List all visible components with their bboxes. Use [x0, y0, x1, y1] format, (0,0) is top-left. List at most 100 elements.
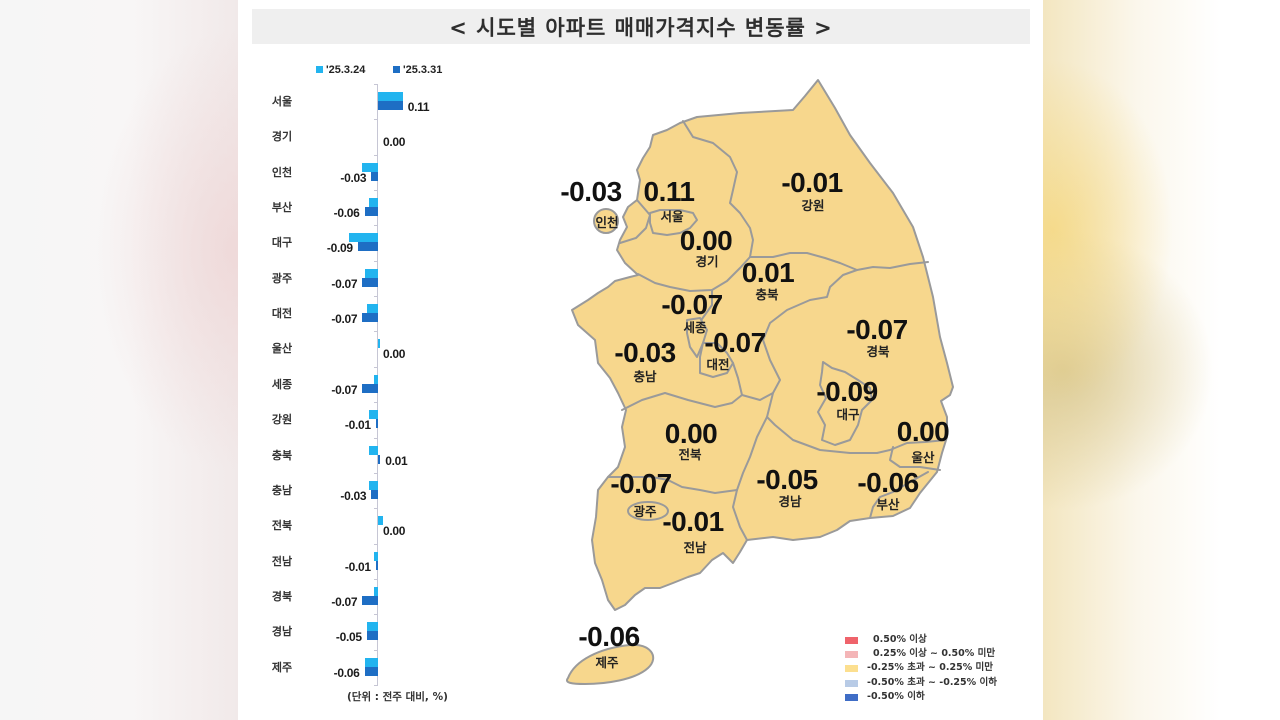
map-name-daegu: 대구	[836, 406, 860, 422]
border-jeonbuk-jeonnam	[607, 476, 738, 494]
bar-prev-week	[369, 481, 378, 490]
axis-tick	[374, 685, 377, 686]
bar-prev-week	[378, 92, 403, 101]
map-name-daejeon: 대전	[706, 356, 730, 372]
map-value-gyeongbuk: -0.07	[846, 314, 908, 345]
category-label: 충남	[271, 484, 293, 497]
legend-swatch-this-week	[393, 66, 400, 73]
bar-this-week	[364, 667, 378, 676]
map-daejeon	[699, 342, 734, 378]
map-gwangju	[627, 501, 669, 521]
map-value-sejong: -0.07	[661, 289, 723, 320]
axis-tick	[374, 119, 377, 120]
map-name-gwangju: 광주	[633, 503, 657, 519]
border-gyeongbuk-gyeongnam	[766, 416, 947, 454]
axis-tick	[374, 367, 377, 368]
bar-prev-week	[373, 375, 378, 384]
map-value-chungnam: -0.03	[614, 337, 676, 368]
bar-prev-week	[369, 410, 378, 419]
category-label: 경북	[271, 590, 293, 603]
category-label: 부산	[271, 201, 293, 214]
map-value-jeonnam: -0.01	[662, 506, 724, 537]
axis-tick	[374, 438, 377, 439]
border-gyeonggi-south	[637, 256, 751, 292]
axis-tick	[374, 225, 377, 226]
map-value-jeju: -0.06	[578, 621, 640, 652]
map-name-ulsan: 울산	[911, 449, 935, 465]
category-label: 광주	[271, 272, 293, 285]
bar-prev-week	[373, 587, 378, 596]
bar-value-label: -0.06	[333, 206, 360, 220]
bar-prev-week	[348, 233, 378, 242]
category-label: 인천	[271, 166, 293, 179]
category-label: 대전	[271, 307, 293, 320]
bar-prev-week	[369, 446, 378, 455]
border-gyeonggi-gangwon	[682, 120, 754, 258]
map-name-busan: 부산	[876, 496, 900, 512]
category-label: 세종	[271, 378, 293, 391]
map-value-gyeongnam: -0.05	[756, 464, 818, 495]
map-legend-label-3: -0.50% 초과 ~ -0.25% 이하	[867, 677, 997, 688]
legend-label-this-week: '25.3.31	[403, 64, 443, 76]
map-value-ulsan: 0.00	[896, 416, 950, 447]
bar-value-label: 0.00	[383, 524, 406, 538]
bar-value-label: -0.01	[344, 418, 371, 432]
map-name-chungnam: 충남	[633, 368, 657, 384]
map-name-gangwon: 강원	[801, 197, 825, 213]
border-ulsan	[889, 446, 941, 471]
border-jeonnam-gyeongnam	[732, 489, 748, 541]
bar-prev-week	[369, 198, 378, 207]
map-value-busan: -0.06	[857, 467, 919, 498]
axis-tick	[374, 402, 377, 403]
map-daegu	[817, 361, 873, 446]
map-value-chungbuk: 0.01	[741, 257, 795, 288]
bar-prev-week	[378, 339, 381, 348]
axis-tick	[374, 155, 377, 156]
axis-tick	[374, 650, 377, 651]
bar-this-week	[371, 490, 378, 499]
map-legend-swatch-0	[845, 637, 858, 644]
bar-this-week	[357, 242, 378, 251]
map-name-sejong: 세종	[683, 319, 707, 335]
axis-tick	[374, 473, 377, 474]
map-legend-label-0: 0.50% 이상	[873, 634, 927, 645]
bar-this-week	[375, 561, 378, 570]
legend-swatch-prev-week	[316, 66, 323, 73]
bar-value-label: -0.07	[331, 312, 358, 326]
map-name-incheon: 인천	[595, 214, 619, 230]
map-name-seoul: 서울	[660, 208, 684, 224]
bar-value-label: 0.00	[383, 135, 406, 149]
bar-this-week	[362, 278, 378, 287]
page-title: < 시도별 아파트 매매가격지수 변동률 >	[449, 15, 833, 40]
bar-this-week	[378, 101, 403, 110]
bar-value-label: -0.07	[331, 277, 358, 291]
bar-this-week	[371, 172, 378, 181]
bar-this-week	[366, 631, 378, 640]
bar-value-label: -0.01	[344, 560, 371, 574]
axis-tick	[374, 579, 377, 580]
border-chungbuk-gyeongbuk	[762, 269, 858, 418]
bar-value-label: -0.09	[326, 241, 353, 255]
map-value-gangwon: -0.01	[781, 167, 843, 198]
background-blur-right	[1043, 0, 1280, 720]
axis-tick	[374, 331, 377, 332]
category-label: 경남	[271, 625, 293, 638]
map-value-jeonbuk: 0.00	[664, 418, 718, 449]
map-legend-swatch-4	[845, 694, 858, 701]
bar-this-week	[364, 207, 378, 216]
map-incheon-island	[593, 208, 619, 234]
border-gangwon-south	[749, 252, 929, 271]
map-legend-label-1: 0.25% 이상 ~ 0.50% 미만	[873, 648, 996, 659]
bar-prev-week	[366, 304, 378, 313]
unit-note: (단위 : 전주 대비, %)	[347, 691, 448, 703]
bar-this-week	[362, 384, 378, 393]
bar-prev-week	[373, 552, 378, 561]
category-label: 충북	[271, 449, 293, 462]
bar-prev-week	[378, 516, 383, 525]
map-value-daejeon: -0.07	[704, 327, 766, 358]
map-seoul	[649, 209, 698, 236]
category-label: 전북	[271, 519, 293, 532]
map-legend-swatch-1	[845, 651, 858, 658]
border-jeonbuk-north	[621, 392, 774, 411]
category-label: 경기	[271, 130, 293, 143]
